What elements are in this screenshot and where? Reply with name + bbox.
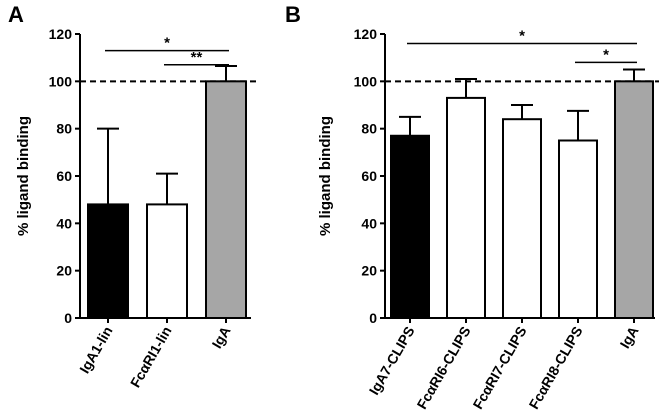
bar-b — [614, 80, 654, 320]
x-tick-label-b: FcαRI8-CLIPS — [525, 324, 585, 412]
y-tick-label-a: 100 — [49, 73, 73, 89]
bar-a — [87, 203, 129, 319]
bar-b — [558, 139, 598, 319]
x-tick-label-b: FcαRI7-CLIPS — [469, 324, 529, 412]
significance-label-b: * — [519, 27, 525, 44]
significance-label-b: * — [603, 46, 609, 63]
significance-label-a: * — [164, 35, 170, 52]
y-tick-label-a: 0 — [64, 310, 72, 326]
y-tick-label-a: 60 — [56, 168, 72, 184]
x-tick-label-a: IgA1-lin — [76, 324, 116, 376]
bar-b — [502, 118, 542, 319]
bar-b — [390, 134, 430, 319]
x-tick-label-b: FcαRI6-CLIPS — [413, 324, 473, 412]
y-tick-label-b: 120 — [354, 26, 378, 42]
y-tick-label-b: 20 — [361, 263, 377, 279]
y-tick-label-b: 60 — [361, 168, 377, 184]
panel-b-chart: B 0 20 40 60 80 100 120 % ligand binding IgA7-CLI… — [285, 2, 659, 412]
y-tick-label-b: 40 — [361, 215, 377, 231]
x-tick-label-b: IgA — [616, 324, 641, 352]
bar-b — [446, 96, 486, 320]
significance-label-a: ** — [191, 49, 203, 66]
panel-label-b: B — [285, 2, 301, 27]
y-tick-label-b: 80 — [361, 121, 377, 137]
bar-a — [146, 203, 188, 319]
y-tick-label-b: 0 — [369, 310, 377, 326]
y-tick-label-a: 120 — [49, 26, 73, 42]
y-axis-label-b: % ligand binding — [317, 116, 334, 236]
x-tick-label-a: FcαRI1-lin — [127, 324, 175, 391]
y-axis-label-a: % ligand binding — [15, 116, 32, 236]
y-tick-label-b: 100 — [354, 73, 378, 89]
x-tick-label-a: IgA — [208, 324, 233, 352]
y-tick-label-a: 20 — [56, 263, 72, 279]
bar-a — [205, 80, 247, 320]
panel-label-a: A — [8, 2, 24, 27]
x-tick-label-b: IgA7-CLIPS — [366, 324, 418, 398]
panel-a-chart: A 0 20 40 60 80 100 120 % ligand binding IgA1-lin… — [8, 2, 257, 390]
y-tick-label-a: 40 — [56, 215, 72, 231]
y-tick-label-a: 80 — [56, 121, 72, 137]
